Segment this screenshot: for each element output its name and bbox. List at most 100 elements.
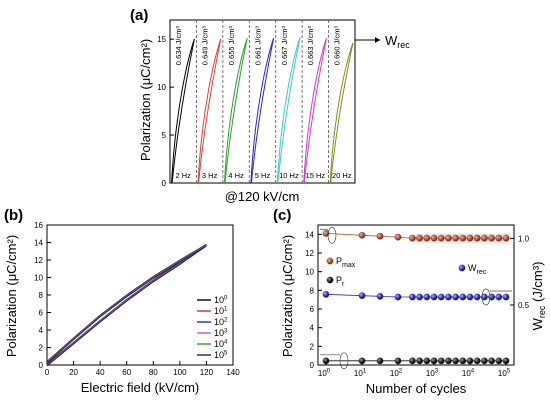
panel-c-point-2 <box>452 293 459 301</box>
panel-b-curve-down-5 <box>46 245 207 367</box>
panel-b-ytick-label: 0 <box>39 361 44 370</box>
panel-b-legend-label: 105 <box>214 350 228 360</box>
panel-c-ytick-label: 14 <box>305 230 314 239</box>
panel-c-point-0 <box>466 234 474 242</box>
panel-a-curve-3 <box>250 38 275 184</box>
panel-c-ytick-label: 8 <box>310 286 315 295</box>
panel-b-ytick-label: 6 <box>39 309 44 318</box>
panel-c-legend-label: Pmax <box>336 256 356 269</box>
panel-c-xlabel: Number of cycles <box>366 381 467 396</box>
panel-c-ytick-label: 6 <box>310 305 315 314</box>
panel-c-point-2 <box>502 293 510 301</box>
panel-c-ytick-label: 4 <box>310 324 315 333</box>
panel-b-ytick-label: 8 <box>39 291 44 300</box>
panel-c-y2label: Wrec (J/cm³) <box>530 262 547 331</box>
panel-c-point-0 <box>409 234 416 242</box>
panel-c-legend-label: Pr <box>336 275 345 288</box>
panel-a-curve-return-5 <box>303 38 327 184</box>
panel-c-point-0 <box>481 234 488 242</box>
panel-c-point-2 <box>473 293 481 301</box>
panel-c-point-0 <box>416 234 423 242</box>
panel-a-curve-2 <box>223 38 248 184</box>
panel-a-energy-label: 0.660 J/cm³ <box>333 26 342 66</box>
panel-c-point-2 <box>409 293 416 301</box>
panel-b-ytick-label: 2 <box>39 344 44 353</box>
panel-c-point-2 <box>376 292 384 300</box>
panel-a-curve-5 <box>303 38 327 184</box>
panel-a-curve-return-3 <box>250 38 275 184</box>
panel-c-point-2 <box>430 293 438 301</box>
panel-b-curve-down-4 <box>46 245 207 366</box>
panel-c-axis-oval <box>327 226 337 244</box>
panel-b-legend-label: 101 <box>214 306 228 316</box>
panel-c-ytick-label: 0 <box>310 361 315 370</box>
panel-b-xtick-label: 60 <box>122 368 131 377</box>
panel-c-label: (c) <box>273 207 291 224</box>
panel-c-xtick-label: 103 <box>426 369 439 379</box>
panel-a-curve-4 <box>276 37 301 184</box>
panel-a-curve-return-4 <box>277 37 301 184</box>
panel-c-point-2 <box>445 293 452 301</box>
panel-a-xlabel: @120 kV/cm <box>225 189 300 204</box>
panel-b: Polarization (μC/cm²) Electric field (kV… <box>4 221 240 395</box>
panel-a-wrec-label: Wrec <box>385 33 410 50</box>
panel-c-point-1 <box>430 357 438 365</box>
panel-b-ytick-label: 16 <box>34 221 43 230</box>
panel-a-freq-label: 5 Hz <box>255 171 271 180</box>
panel-c-point-1 <box>358 357 366 365</box>
panel-c-point-1 <box>466 357 474 365</box>
panel-b-xtick-label: 80 <box>149 368 158 377</box>
panel-c-point-1 <box>445 357 452 365</box>
panel-c-legend-marker <box>458 264 466 272</box>
panel-c-point-1 <box>459 357 467 365</box>
panel-a-label: (a) <box>130 7 148 24</box>
panel-c-point-0 <box>459 234 467 242</box>
panel-c-xtick-label: 102 <box>390 369 403 379</box>
panel-c-axis-oval <box>339 352 349 370</box>
panel-c-xtick-label: 100 <box>318 369 331 379</box>
panel-a-energy-label: 0.655 J/cm³ <box>227 26 236 66</box>
panel-a-curve-return-2 <box>224 38 248 184</box>
panel-c-point-1 <box>423 357 431 365</box>
panel-b-ytick-label: 10 <box>34 274 43 283</box>
panel-a-freq-label: 3 Hz <box>202 171 218 180</box>
panel-a-ytick-label: 15 <box>157 35 166 44</box>
panel-a-curve-1 <box>197 39 222 184</box>
panel-c-point-0 <box>423 234 431 242</box>
panel-c-point-0 <box>488 234 495 242</box>
panel-c-point-1 <box>488 357 495 365</box>
panel-c: Polarization (μC/cm²) Number of cycles W… <box>280 224 547 396</box>
panel-b-label: (b) <box>4 207 23 224</box>
panel-c-point-1 <box>416 357 423 365</box>
panel-a-energy-label: 0.649 J/cm³ <box>201 26 210 66</box>
panel-b-legend-label: 100 <box>214 295 228 305</box>
panel-c-point-2 <box>437 293 445 301</box>
panel-c-point-0 <box>495 234 503 242</box>
panel-a-wrec-arrowhead <box>375 37 380 43</box>
panel-c-xtick-label: 104 <box>462 369 475 379</box>
panel-c-legend-marker <box>326 257 334 265</box>
panel-c-point-0 <box>376 232 384 240</box>
panel-c-point-2 <box>459 293 467 301</box>
panel-c-point-0 <box>322 230 330 237</box>
panel-c-point-1 <box>473 357 481 365</box>
panel-c-point-1 <box>394 357 402 365</box>
panel-c-point-1 <box>322 357 330 365</box>
panel-c-point-1 <box>452 357 459 365</box>
panel-b-xtick-label: 40 <box>96 368 105 377</box>
panel-a-freq-label: 10 Hz <box>279 171 299 180</box>
panel-c-ytick-label: 2 <box>310 342 315 351</box>
panel-a-curve-return-1 <box>198 39 222 184</box>
panel-c-point-2 <box>394 293 402 301</box>
panel-c-y2tick-label: 0.5 <box>518 301 530 310</box>
panel-c-point-0 <box>430 234 438 242</box>
panel-c-ytick-label: 12 <box>305 249 314 258</box>
panel-c-point-1 <box>437 357 445 365</box>
panel-a-frame <box>169 19 356 184</box>
panel-b-curve-down-3 <box>46 244 207 366</box>
panel-a-ytick-label: 10 <box>157 83 166 92</box>
panel-c-legend-marker <box>326 276 334 284</box>
panel-b-xlabel: Electric field (kV/cm) <box>81 380 199 395</box>
panel-c-frame <box>317 224 515 366</box>
panel-c-point-1 <box>502 357 510 365</box>
